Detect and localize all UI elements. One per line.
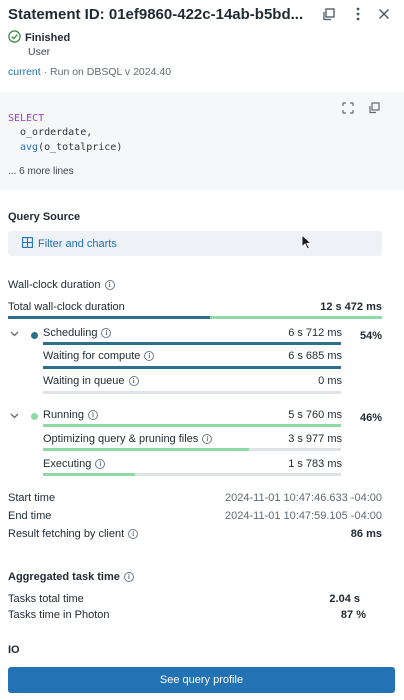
executing-label: Executing i xyxy=(43,458,106,470)
waiting-queue-bar xyxy=(43,391,341,394)
info-icon[interactable]: i xyxy=(87,410,98,420)
collapse-running-chevron-icon[interactable] xyxy=(10,411,19,421)
scheduling-value: 6 s 712 ms xyxy=(288,327,342,339)
start-time-value: 2024-11-01 10:47:46.633 -04:00 xyxy=(225,492,382,504)
close-icon[interactable] xyxy=(374,4,394,24)
running-percent: 46% xyxy=(359,412,382,424)
copy-icon[interactable] xyxy=(318,4,338,24)
optimizing-bar-fill xyxy=(43,448,249,451)
copy-code-icon[interactable] xyxy=(366,100,382,116)
expand-icon[interactable] xyxy=(340,100,356,116)
table-icon xyxy=(22,236,33,251)
kebab-menu-icon[interactable] xyxy=(348,4,368,24)
optimizing-bar xyxy=(43,448,341,451)
sql-keyword: SELECT xyxy=(8,113,45,124)
scheduling-bar-fill xyxy=(43,342,341,345)
user-name: User xyxy=(28,46,51,58)
executing-bar-fill xyxy=(43,473,136,476)
total-wall-clock-label: Total wall-clock duration xyxy=(8,301,125,313)
tasks-photon-value: 87 % xyxy=(340,609,366,621)
statement-title: Statement ID: 01ef9860-422c-14ab-b5bd... xyxy=(8,6,304,23)
info-icon[interactable]: i xyxy=(101,328,112,338)
info-icon[interactable]: i xyxy=(128,529,139,539)
run-version: · Run on DBSQL v 2024.40 xyxy=(40,66,172,78)
aggregated-heading: Aggregated task time i xyxy=(8,571,134,583)
result-fetching-label: Result fetching by client i xyxy=(8,528,139,540)
scheduling-dot xyxy=(31,332,38,339)
code-line-3: avg(o_totalprice) xyxy=(20,142,122,153)
waiting-compute-label: Waiting for compute i xyxy=(43,350,155,362)
end-time-label: End time xyxy=(8,510,52,522)
more-lines-link[interactable]: ... 6 more lines xyxy=(8,166,74,177)
tasks-total-value: 2.04 s xyxy=(329,593,360,605)
info-icon[interactable]: i xyxy=(202,434,213,444)
code-line-1: SELECT xyxy=(8,113,44,124)
running-bar xyxy=(43,424,341,427)
status-text: Finished xyxy=(25,32,71,44)
info-icon[interactable]: i xyxy=(104,280,115,290)
total-duration-bar xyxy=(8,316,382,319)
query-source-heading: Query Source xyxy=(8,211,81,223)
total-wall-clock-value: 12 s 472 ms xyxy=(320,301,382,313)
wall-clock-heading: Wall-clock duration i xyxy=(8,279,115,291)
running-label-text: Running xyxy=(43,409,84,421)
info-icon[interactable]: i xyxy=(144,351,155,361)
status-row: Finished xyxy=(8,30,70,46)
waiting-compute-bar xyxy=(43,366,341,369)
result-fetching-value: 86 ms xyxy=(351,528,382,540)
check-circle-icon xyxy=(8,30,21,46)
optimizing-label: Optimizing query & pruning files i xyxy=(43,433,213,445)
waiting-queue-label-text: Waiting in queue xyxy=(43,375,125,387)
io-heading: IO xyxy=(8,644,20,656)
query-code-block: SELECT o_orderdate, avg(o_totalprice) ..… xyxy=(0,92,404,190)
scheduling-label: Scheduling i xyxy=(43,327,112,339)
executing-bar xyxy=(43,473,341,476)
running-value: 5 s 760 ms xyxy=(288,409,342,421)
result-fetching-value-text: 86 ms xyxy=(350,528,382,540)
optimizing-label-text: Optimizing query & pruning files xyxy=(43,433,199,445)
waiting-queue-label: Waiting in queue i xyxy=(43,375,139,387)
waiting-compute-value: 6 s 685 ms xyxy=(288,350,342,362)
executing-value: 1 s 783 ms xyxy=(288,458,342,470)
end-time-value: 2024-11-01 10:47:59.105 -04:00 xyxy=(225,510,382,522)
wall-clock-heading-text: Wall-clock duration xyxy=(8,279,101,291)
run-info: current · Run on DBSQL v 2024.40 xyxy=(8,66,171,78)
see-query-profile-button[interactable]: See query profile xyxy=(8,667,395,693)
scheduling-bar xyxy=(43,342,341,345)
sql-function: avg xyxy=(20,142,39,153)
filter-and-charts-link[interactable]: Filter and charts xyxy=(8,231,382,256)
tasks-photon-label: Tasks time in Photon xyxy=(8,609,110,621)
code-line-2: o_orderdate, xyxy=(20,127,93,138)
aggregated-heading-text: Aggregated task time xyxy=(8,571,120,583)
running-bar-fill xyxy=(43,424,341,427)
running-label: Running i xyxy=(43,409,98,421)
scheduling-label-text: Scheduling xyxy=(43,327,98,339)
tasks-total-label: Tasks total time xyxy=(8,593,84,605)
info-icon[interactable]: i xyxy=(95,459,106,469)
result-fetching-label-text: Result fetching by client xyxy=(8,528,125,540)
executing-label-text: Executing xyxy=(43,458,92,470)
scheduling-percent: 54% xyxy=(359,330,382,342)
collapse-scheduling-chevron-icon[interactable] xyxy=(10,329,19,339)
filter-and-charts-label: Filter and charts xyxy=(38,237,117,250)
waiting-queue-value: 0 ms xyxy=(318,375,342,387)
info-icon[interactable]: i xyxy=(123,572,134,582)
sql-args: (o_totalprice) xyxy=(38,142,123,153)
waiting-compute-bar-fill xyxy=(43,366,341,369)
waiting-compute-label-text: Waiting for compute xyxy=(43,350,141,362)
info-icon[interactable]: i xyxy=(128,376,139,386)
statement-header: Statement ID: 01ef9860-422c-14ab-b5bd...… xyxy=(0,0,404,92)
total-scheduling-fill xyxy=(8,316,210,319)
running-dot xyxy=(31,413,38,420)
current-link[interactable]: current xyxy=(8,66,41,78)
start-time-label: Start time xyxy=(8,492,56,504)
optimizing-value: 3 s 977 ms xyxy=(288,433,342,445)
